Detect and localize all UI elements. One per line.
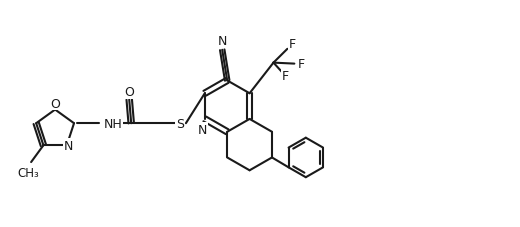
Text: N: N: [198, 123, 207, 136]
Text: F: F: [282, 70, 289, 83]
Text: O: O: [124, 86, 134, 99]
Text: O: O: [50, 97, 60, 110]
Text: S: S: [176, 117, 184, 130]
Text: N: N: [63, 139, 73, 152]
Text: N: N: [217, 35, 227, 48]
Text: NH: NH: [104, 117, 123, 130]
Text: CH₃: CH₃: [18, 166, 40, 179]
Text: F: F: [298, 58, 305, 71]
Text: F: F: [289, 38, 296, 51]
